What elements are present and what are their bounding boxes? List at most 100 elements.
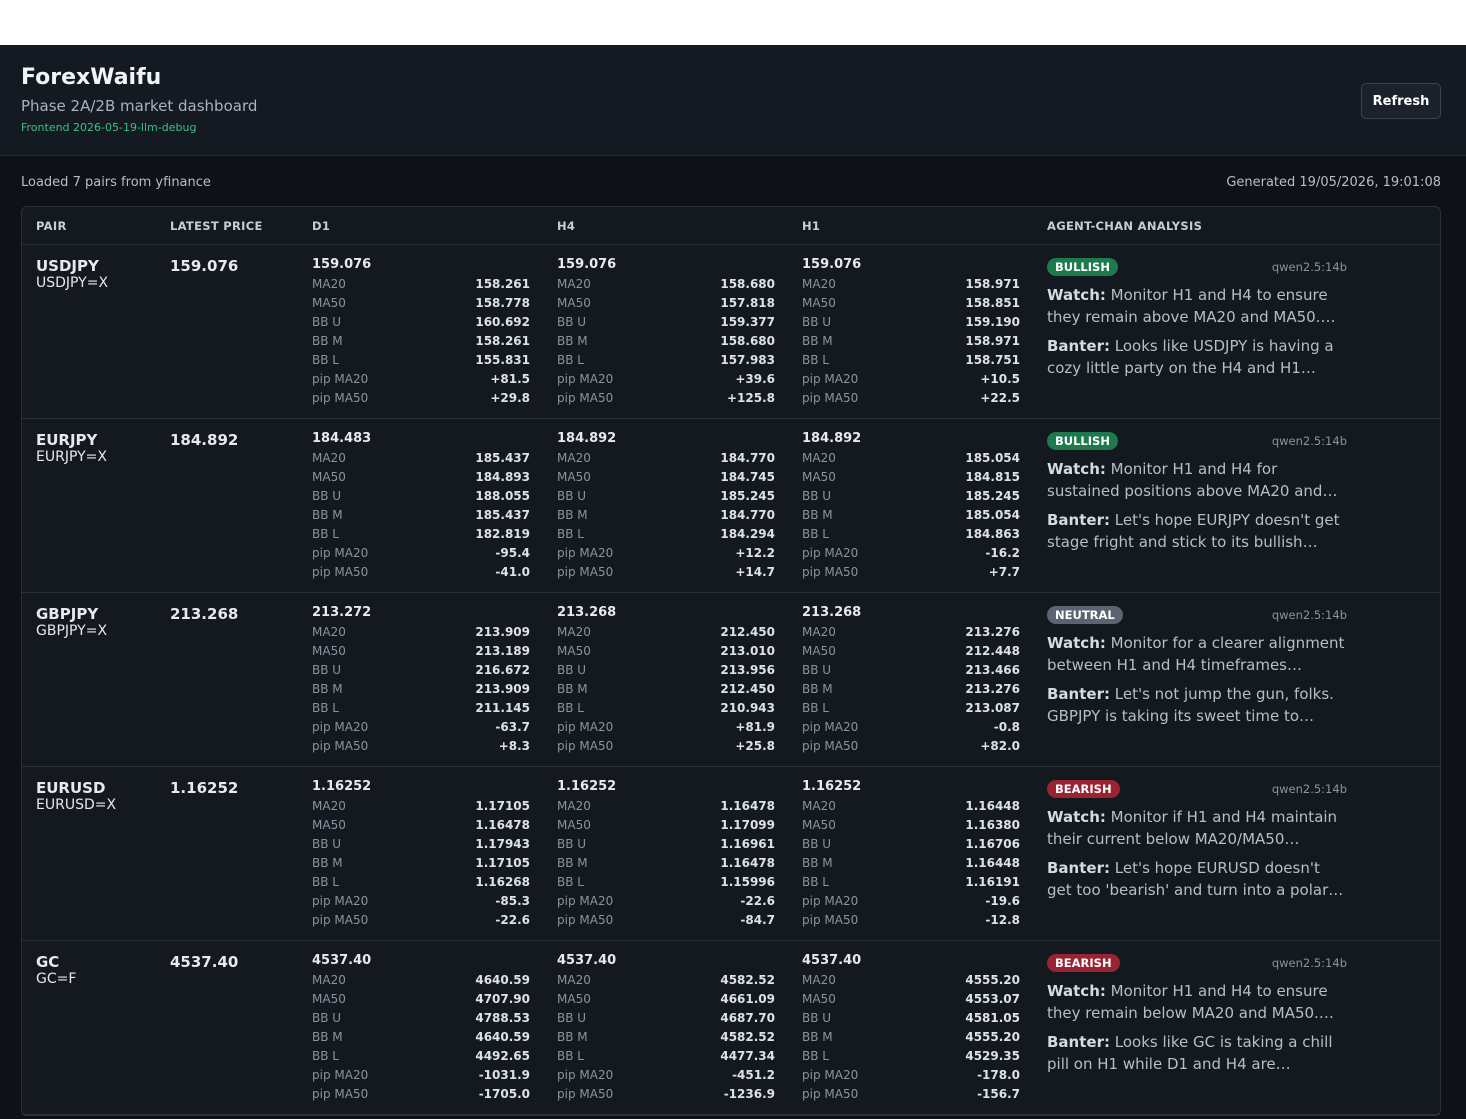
close-price: 184.483 <box>312 431 372 446</box>
metric-row: pip MA50 +29.8 <box>312 391 530 410</box>
analysis-cell: BEARISH qwen2.5:14b Watch: Monitor H1 and … <box>1047 941 1347 1114</box>
metric-label: BB M <box>802 334 833 348</box>
metric-row: pip MA20 +10.5 <box>802 372 1020 391</box>
metric-value: +7.7 <box>988 565 1020 579</box>
metric-label: BB U <box>802 1011 832 1025</box>
metric-label: pip MA20 <box>557 372 614 386</box>
metric-row: BB M 1.17105 <box>312 856 530 875</box>
metric-row: BB M 4582.52 <box>557 1030 775 1049</box>
watch-label: Watch: <box>1047 460 1106 478</box>
metric-row: BB U 213.466 <box>802 663 1020 682</box>
metric-value: 158.261 <box>475 334 530 348</box>
metric-label: pip MA50 <box>312 1087 369 1101</box>
metric-value: 213.956 <box>720 663 775 677</box>
metric-row: pip MA50 +14.7 <box>557 565 775 584</box>
metric-value: 1.16478 <box>720 799 775 813</box>
metric-value: 1.17099 <box>720 818 775 832</box>
metric-value: +29.8 <box>490 391 530 405</box>
metric-row: BB L 158.751 <box>802 353 1020 372</box>
metric-row: pip MA50 -22.6 <box>312 913 530 932</box>
metric-value: +82.0 <box>980 739 1020 753</box>
metric-value: 212.450 <box>720 625 775 639</box>
metric-row: MA20 4555.20 <box>802 973 1020 992</box>
metric-value: -12.8 <box>985 913 1020 927</box>
analysis-top: BULLISH qwen2.5:14b <box>1047 431 1347 451</box>
pair-symbol: EURJPY=X <box>36 449 107 465</box>
close-price: 1.16252 <box>802 779 862 794</box>
metric-label: BB L <box>557 1049 584 1063</box>
metric-label: pip MA50 <box>312 913 369 927</box>
metric-label: MA50 <box>312 818 346 832</box>
timeframe-cell: 159.076 MA20 158.261 MA50 158.778 BB U 160.692… <box>312 245 530 418</box>
metric-row: MA20 212.450 <box>557 625 775 644</box>
metric-row: MA50 1.16380 <box>802 818 1020 837</box>
metric-row: pip MA20 +81.9 <box>557 720 775 739</box>
metric-row: MA20 213.909 <box>312 625 530 644</box>
metric-label: pip MA20 <box>312 546 369 560</box>
metric-row: MA20 213.276 <box>802 625 1020 644</box>
metric-row: BB L 155.831 <box>312 353 530 372</box>
metric-row: pip MA20 -63.7 <box>312 720 530 739</box>
metric-row: pip MA20 +81.5 <box>312 372 530 391</box>
metric-label: MA20 <box>802 451 836 465</box>
metric-row: BB L 1.15996 <box>557 875 775 894</box>
timeframe-cell: 1.16252 MA20 1.16478 MA50 1.17099 BB U 1.16961… <box>557 767 775 940</box>
metric-value: 216.672 <box>475 663 530 677</box>
metric-label: BB M <box>802 682 833 696</box>
watch-text: Watch: Monitor H1 and H4 for sustained p… <box>1047 458 1347 502</box>
metric-row: MA50 184.893 <box>312 470 530 489</box>
metric-row: MA50 184.815 <box>802 470 1020 489</box>
analysis-top: BEARISH qwen2.5:14b <box>1047 953 1347 973</box>
metric-value: 184.770 <box>720 508 775 522</box>
metric-value: -84.7 <box>740 913 775 927</box>
metric-row: pip MA20 -95.4 <box>312 546 530 565</box>
pair-name: USDJPY <box>36 257 99 275</box>
pair-name: EURUSD <box>36 779 106 797</box>
metric-row: MA20 1.16448 <box>802 799 1020 818</box>
metric-row: BB U 160.692 <box>312 315 530 334</box>
metric-label: pip MA20 <box>557 894 614 908</box>
metric-row: BB U 1.16961 <box>557 837 775 856</box>
timeframe-cell: 1.16252 MA20 1.17105 MA50 1.16478 BB U 1.17943… <box>312 767 530 940</box>
metric-value: -1236.9 <box>723 1087 775 1101</box>
metric-value: 155.831 <box>475 353 530 367</box>
metric-label: BB M <box>557 1030 588 1044</box>
metric-label: BB U <box>312 315 342 329</box>
metric-value: 184.770 <box>720 451 775 465</box>
analysis-cell: BEARISH qwen2.5:14b Watch: Monitor if H1 a… <box>1047 767 1347 940</box>
table-row: EURUSD EURUSD=X 1.16252 1.16252 MA20 1.17105 M… <box>22 767 1440 941</box>
metric-label: BB U <box>312 1011 342 1025</box>
metric-value: 185.437 <box>475 451 530 465</box>
metric-label: MA20 <box>312 799 346 813</box>
watch-label: Watch: <box>1047 634 1106 652</box>
metric-row: MA20 1.17105 <box>312 799 530 818</box>
loaded-status: Loaded 7 pairs from yfinance <box>21 175 211 190</box>
metric-label: pip MA20 <box>312 1068 369 1082</box>
metric-value: 213.909 <box>475 682 530 696</box>
metric-value: 4581.05 <box>965 1011 1020 1025</box>
metric-label: BB L <box>312 875 339 889</box>
metric-row: BB M 158.971 <box>802 334 1020 353</box>
analysis-cell: NEUTRAL qwen2.5:14b Watch: Monitor for a c… <box>1047 593 1347 766</box>
metric-row: MA20 185.437 <box>312 451 530 470</box>
timeframe-cell: 213.268 MA20 213.276 MA50 212.448 BB U 213.466… <box>802 593 1020 766</box>
metric-label: BB U <box>557 315 587 329</box>
metric-value: 4582.52 <box>720 973 775 987</box>
metric-value: 158.261 <box>475 277 530 291</box>
metric-label: MA20 <box>312 451 346 465</box>
metric-label: BB L <box>312 1049 339 1063</box>
metric-label: BB L <box>557 875 584 889</box>
refresh-button[interactable]: Refresh <box>1361 83 1441 119</box>
metric-row: BB U 1.16706 <box>802 837 1020 856</box>
metric-label: MA50 <box>557 992 591 1006</box>
pair-symbol: USDJPY=X <box>36 275 109 291</box>
metric-label: MA50 <box>802 470 836 484</box>
pair-cell: GC GC=F <box>36 941 170 1114</box>
metric-row: MA50 212.448 <box>802 644 1020 663</box>
metric-row: BB M 4640.59 <box>312 1030 530 1049</box>
column-header: H4 <box>557 218 576 233</box>
metric-value: -16.2 <box>985 546 1020 560</box>
metric-row: MA20 158.680 <box>557 277 775 296</box>
metric-value: 185.245 <box>720 489 775 503</box>
metric-label: pip MA50 <box>312 565 369 579</box>
